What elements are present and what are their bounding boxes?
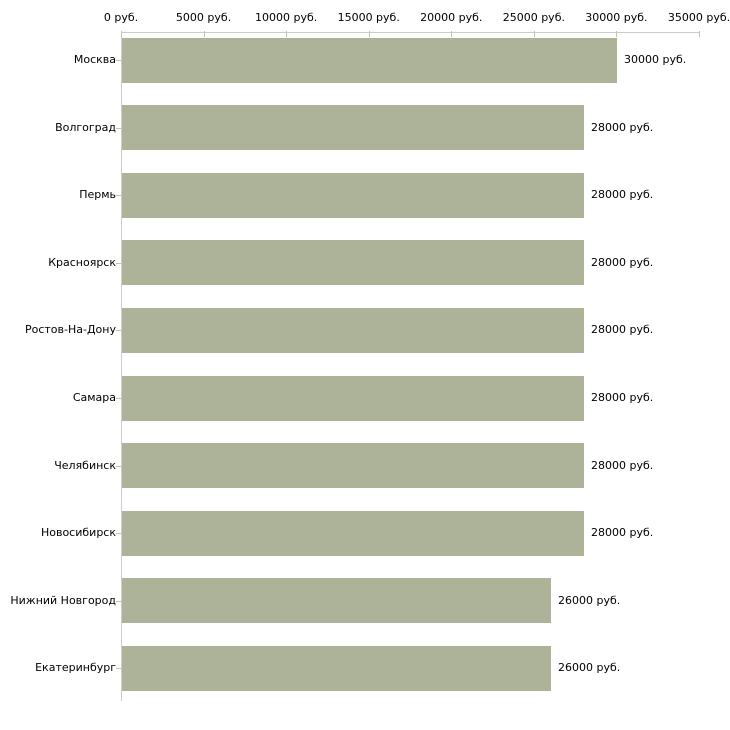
bar [122, 240, 584, 285]
value-label: 28000 руб. [591, 458, 654, 472]
category-label: Волгоград [55, 120, 116, 134]
x-axis-tick-label: 0 руб. [103, 11, 139, 24]
x-axis-tick-label: 10000 руб. [255, 11, 318, 24]
category-tick-mark [116, 668, 121, 670]
bar [122, 443, 584, 488]
bar [122, 38, 617, 83]
value-label: 28000 руб. [591, 323, 654, 337]
bar [122, 308, 584, 353]
bar [122, 511, 584, 556]
x-axis-tick-mark [121, 31, 122, 37]
bar [122, 578, 551, 623]
x-axis-tick-mark [203, 31, 205, 37]
category-tick-mark [116, 330, 121, 332]
value-label: 28000 руб. [591, 391, 654, 404]
bar [122, 173, 584, 218]
category-label: Пермь [79, 188, 116, 202]
y-axis-line [121, 32, 122, 701]
category-label: Нижний Новгород [10, 593, 116, 607]
value-label: 28000 руб. [591, 526, 654, 540]
x-axis-line [121, 32, 700, 33]
category-tick-mark [116, 262, 121, 264]
bar [122, 105, 584, 150]
x-axis-tick-label: 20000 руб. [420, 11, 483, 24]
category-label: Москва [73, 53, 116, 66]
category-tick-mark [116, 60, 121, 61]
value-label: 28000 руб. [591, 188, 654, 202]
x-axis-tick-label: 5000 руб. [175, 11, 232, 24]
value-label: 30000 руб. [624, 53, 687, 66]
bar [122, 376, 584, 421]
value-label: 28000 руб. [591, 255, 654, 269]
category-label: Новосибирск [40, 526, 116, 540]
category-tick-mark [116, 195, 121, 197]
x-axis-tick-mark [699, 31, 700, 37]
value-label: 28000 руб. [591, 120, 654, 134]
category-tick-mark [116, 465, 121, 467]
category-tick-mark [116, 127, 121, 129]
value-label: 26000 руб. [558, 593, 621, 607]
x-axis-tick-mark [286, 31, 288, 37]
x-axis-tick-mark [616, 31, 618, 37]
category-tick-mark [116, 533, 121, 535]
x-axis-tick-mark [533, 31, 535, 37]
x-axis-tick-label: 15000 руб. [337, 11, 400, 24]
category-label: Самара [72, 391, 116, 404]
x-axis-tick-mark [451, 31, 453, 37]
bar [122, 646, 551, 691]
category-label: Челябинск [54, 458, 116, 472]
category-label: Ростов-На-Дону [24, 323, 116, 337]
category-tick-mark [116, 398, 121, 399]
category-tick-mark [116, 600, 121, 602]
x-axis-tick-label: 35000 руб. [667, 11, 730, 24]
value-label: 26000 руб. [558, 661, 621, 675]
category-label: Екатеринбург [35, 661, 116, 675]
category-label: Красноярск [48, 255, 116, 269]
x-axis-tick-label: 30000 руб. [585, 11, 648, 24]
x-axis-tick-label: 25000 руб. [502, 11, 565, 24]
x-axis-tick-mark [368, 31, 370, 37]
